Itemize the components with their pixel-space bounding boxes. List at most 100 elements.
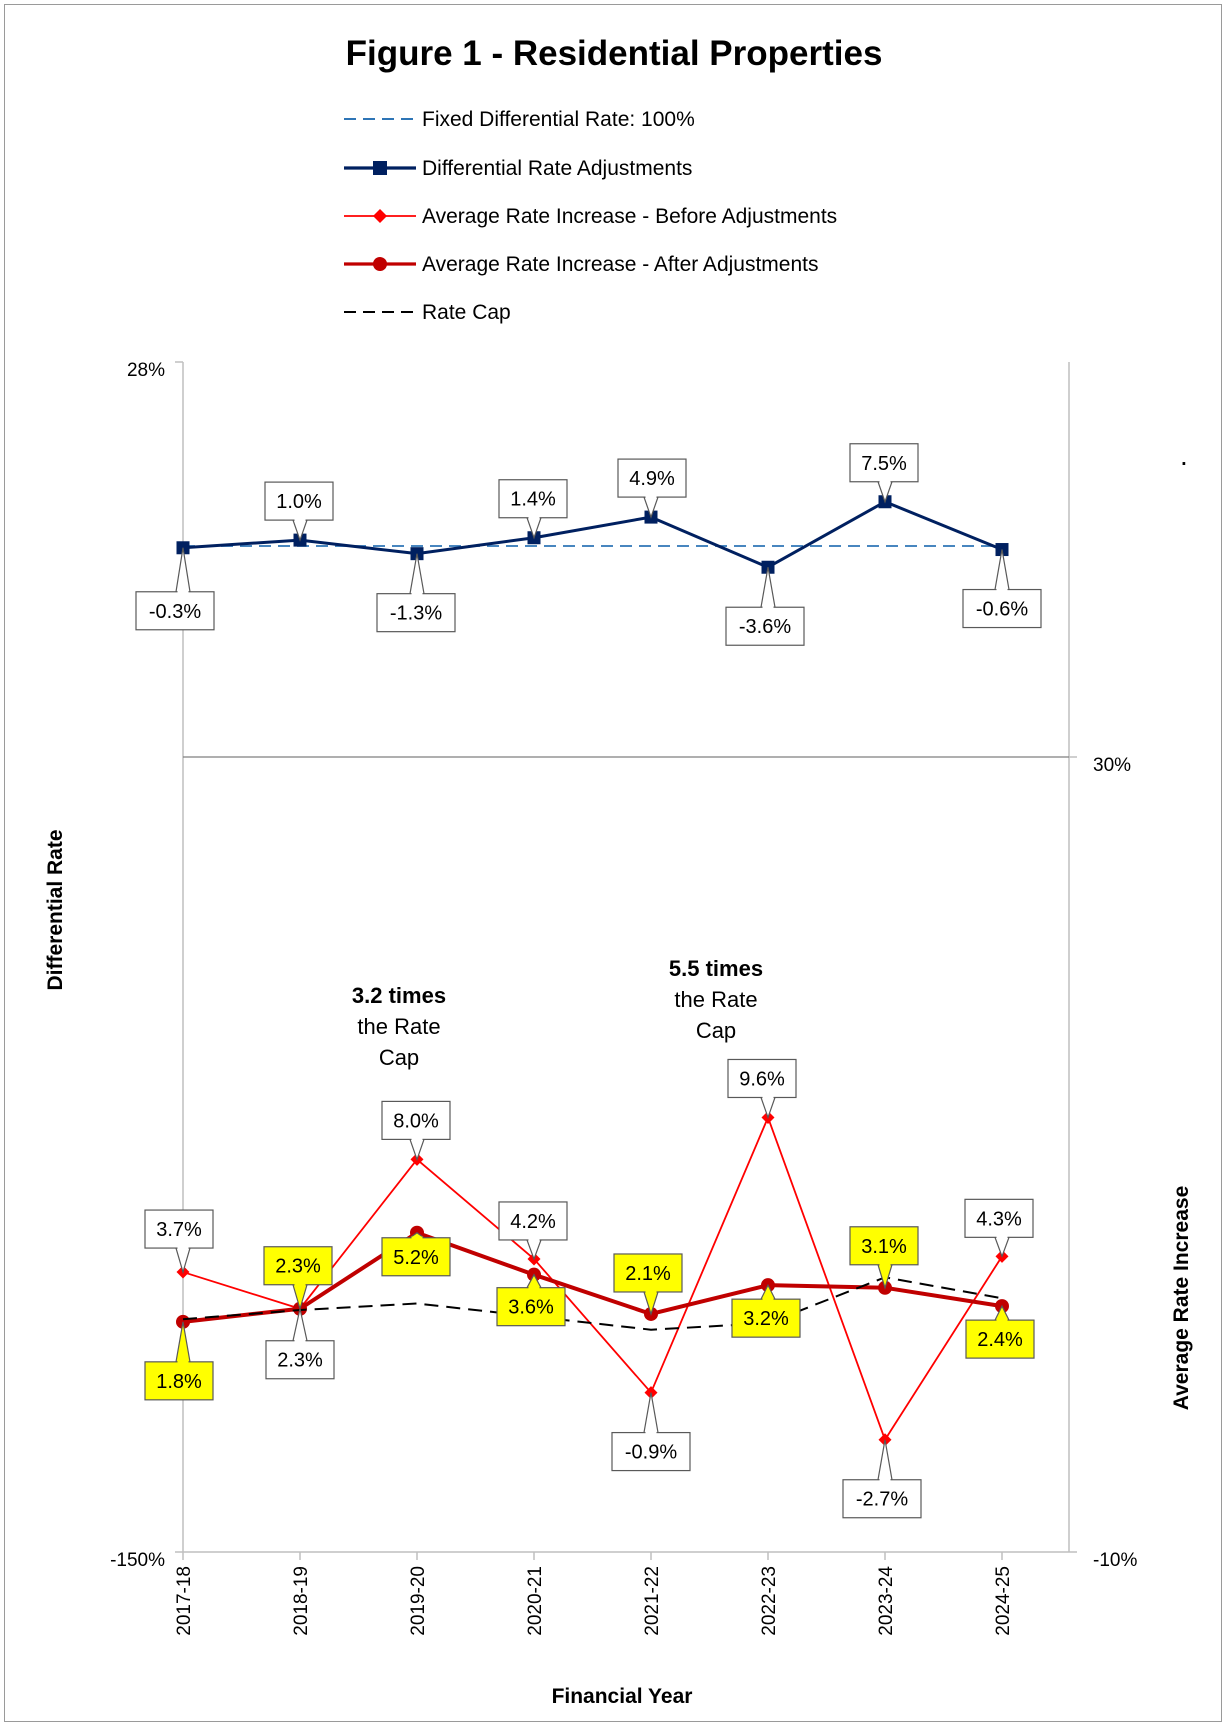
legend-item: Average Rate Increase - Before Adjustmen…	[344, 205, 837, 228]
label-pointer	[409, 1138, 425, 1162]
label-box	[965, 1319, 1035, 1359]
label-text: 2.3%	[275, 1256, 321, 1278]
label-text: 4.3%	[976, 1208, 1022, 1230]
data-label: -0.3%	[135, 547, 215, 631]
annotation-1: 5.5 times the Rate Cap	[669, 956, 763, 1043]
label-text: 1.0%	[276, 491, 322, 513]
right-tick-label-min: -10%	[1093, 1550, 1137, 1571]
legend-label: Fixed Differential Rate: 100%	[422, 108, 695, 131]
series-line	[182, 1276, 1003, 1331]
label-pointer	[175, 547, 191, 593]
annotation-bold: 3.2 times	[352, 983, 446, 1008]
legend-label: Average Rate Increase - After Adjustment…	[422, 253, 819, 276]
series-4	[182, 1276, 1003, 1331]
y-axis-title-left: Differential Rate	[44, 829, 67, 990]
label-pointer	[526, 1239, 542, 1261]
label-text: 7.5%	[861, 453, 907, 475]
left-tick-label-max: 28%	[127, 360, 165, 381]
label-pointer	[643, 1392, 659, 1434]
label-box	[144, 1209, 214, 1249]
label-box	[731, 1298, 801, 1338]
annotation-0: 3.2 times the Rate Cap	[352, 983, 446, 1070]
marker-square	[373, 161, 387, 175]
label-text: 3.7%	[156, 1219, 202, 1241]
data-label: -2.7%	[842, 1439, 922, 1519]
data-label: -3.6%	[725, 567, 805, 646]
data-label: 1.0%	[264, 481, 334, 542]
label-box	[498, 479, 568, 519]
data-label: 3.1%	[849, 1226, 919, 1290]
chart-frame	[4, 4, 1222, 1722]
data-label: 4.3%	[964, 1198, 1034, 1259]
annotation-line: the Rate	[357, 1014, 440, 1039]
y-axis-title-right: Average Rate Increase	[1170, 1186, 1193, 1411]
label-box	[144, 1361, 214, 1401]
label-text: 1.4%	[510, 489, 556, 511]
legend: Fixed Differential Rate: 100% Differentia…	[344, 108, 837, 324]
label-box	[849, 1226, 919, 1266]
label-box	[725, 606, 805, 646]
axes: 28% -150% 30% -10% 2017-18 2018-19 2019-20 2020…	[110, 360, 1137, 1636]
marker-circle	[373, 257, 387, 271]
data-label: 4.9%	[617, 458, 687, 519]
x-tick-label: 2017-18	[174, 1566, 195, 1636]
data-label: 2.1%	[613, 1253, 683, 1316]
label-text: -2.7%	[856, 1489, 908, 1511]
data-label: 3.2%	[731, 1283, 801, 1338]
label-box	[135, 591, 215, 631]
data-label: 8.0%	[381, 1100, 451, 1162]
label-pointer	[175, 1321, 191, 1363]
label-text: 1.8%	[156, 1371, 202, 1393]
label-pointer	[994, 1236, 1010, 1259]
data-label: 4.2%	[498, 1201, 568, 1261]
data-labels: -0.3% 1.0% -1.3% 1.4% 4.9% -3.6% 7.5% -0.6% 3.7%…	[135, 443, 1042, 1519]
series-line	[182, 500, 1003, 569]
label-text: 3.6%	[508, 1297, 554, 1319]
label-text: 3.2%	[743, 1308, 789, 1330]
data-label: 1.8%	[144, 1321, 214, 1401]
x-tick-label: 2018-19	[291, 1566, 312, 1636]
label-text: 4.2%	[510, 1211, 556, 1233]
label-box	[611, 1431, 691, 1472]
annotation-line: Cap	[696, 1018, 736, 1043]
legend-label: Average Rate Increase - Before Adjustmen…	[422, 205, 837, 228]
label-text: -0.3%	[149, 601, 201, 623]
annotation-bold: 5.5 times	[669, 956, 763, 981]
right-tick-label-max: 30%	[1093, 755, 1131, 776]
x-tick-label: 2020-21	[525, 1566, 546, 1636]
label-text: 8.0%	[393, 1110, 439, 1132]
label-box	[727, 1058, 797, 1099]
label-text: 4.9%	[629, 468, 675, 490]
data-label: 2.4%	[965, 1304, 1035, 1359]
left-tick-label-min: -150%	[110, 1550, 165, 1571]
data-label: 1.4%	[498, 479, 568, 540]
data-label: -1.3%	[376, 553, 456, 633]
legend-label: Rate Cap	[422, 301, 511, 324]
label-pointer	[877, 1439, 893, 1481]
label-box	[613, 1253, 683, 1293]
label-box	[842, 1479, 922, 1519]
data-label: 2.3%	[263, 1246, 333, 1311]
annotation-line: the Rate	[674, 987, 757, 1012]
label-box	[498, 1201, 568, 1241]
data-label: 5.2%	[381, 1232, 451, 1277]
label-text: 2.3%	[277, 1350, 323, 1372]
label-text: 2.1%	[625, 1263, 671, 1285]
label-box	[381, 1100, 451, 1141]
x-tick-label: 2021-22	[642, 1566, 663, 1636]
label-box	[962, 588, 1042, 629]
chart-title: Figure 1 - Residential Properties	[346, 34, 883, 73]
data-label: 7.5%	[849, 443, 919, 504]
label-pointer	[175, 1247, 191, 1275]
series-line	[182, 1230, 1003, 1324]
data-label: -0.6%	[962, 549, 1042, 629]
label-text: 5.2%	[393, 1247, 439, 1269]
x-tick-label: 2024-25	[993, 1566, 1014, 1636]
legend-label: Differential Rate Adjustments	[422, 157, 692, 180]
legend-item: Average Rate Increase - After Adjustment…	[344, 253, 819, 276]
stray-mark: .	[1180, 440, 1188, 471]
label-text: -1.3%	[390, 603, 442, 625]
label-box	[264, 481, 334, 521]
data-label: -0.9%	[611, 1392, 691, 1472]
